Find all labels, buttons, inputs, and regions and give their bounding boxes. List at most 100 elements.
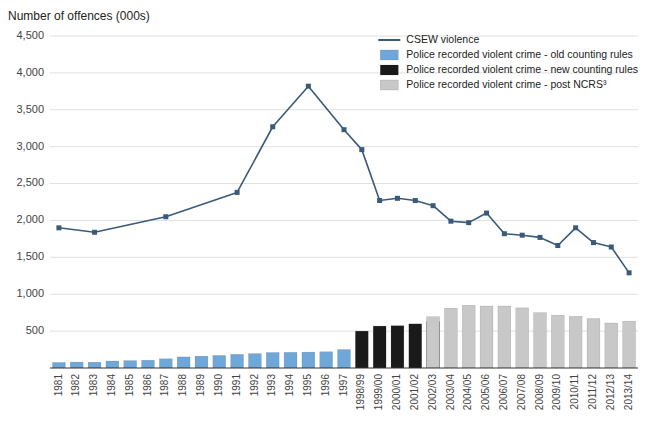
bar [159,359,172,368]
x-tick-label: 2000/01 [391,374,402,411]
x-tick-label: 1998/99 [355,374,366,411]
bar [516,308,529,368]
legend-swatch [380,65,398,75]
x-tick-label: 1986 [142,374,153,397]
marker [235,190,240,195]
y-tick-label: 4,500 [16,29,44,41]
bar [142,360,155,368]
grid-line [50,220,638,221]
x-tick-label: 1999/00 [373,374,384,411]
marker [359,147,364,152]
x-tick-label: 1985 [124,374,135,397]
y-tick-label: 3,000 [16,140,44,152]
marker [377,198,382,203]
marker [538,235,543,240]
x-tick-label: 1987 [159,374,170,397]
x-tick-label: 1983 [88,374,99,397]
line-series [56,84,631,276]
bar [551,315,564,368]
x-tick-label: 2007/08 [516,374,527,411]
y-tick-label: 2,500 [16,176,44,188]
bar [480,306,493,368]
bar [284,352,297,368]
bar [124,361,137,368]
y-tick-label: 1,000 [16,287,44,299]
x-tick-label: 1994 [284,374,295,397]
bar [231,354,244,368]
x-tick-label: 1997 [338,374,349,397]
bar [106,361,119,368]
legend-label: Police recorded violent crime - post NCR… [406,78,607,90]
x-ticks: 1981198219831984198519861987198819891990… [53,374,634,411]
legend-swatch [380,50,398,60]
marker [306,84,311,89]
bar [623,321,636,368]
x-tick-label: 1990 [213,374,224,397]
bar [213,355,226,368]
marker [56,225,61,230]
grid [50,36,638,331]
bar-series [52,350,350,368]
bar [355,331,368,368]
x-tick-label: 2002/03 [427,374,438,411]
legend-swatch [380,80,398,90]
bar [462,305,475,368]
grid-line [50,294,638,295]
marker [466,220,471,225]
legend-swatch [378,39,400,41]
x-tick-label: 2003/04 [445,374,456,411]
x-tick-label: 2011/12 [587,374,598,410]
bar [444,308,457,368]
marker [448,219,453,224]
x-tick-label: 2001/02 [409,374,420,411]
bar [373,326,386,368]
bar [534,313,547,368]
x-tick-label: 2013/14 [623,374,634,411]
x-tick-label: 1993 [266,374,277,397]
x-tick-label: 1988 [177,374,188,397]
bar [320,352,333,368]
bar [338,350,351,368]
bar [195,356,208,368]
grid-line [50,183,638,184]
x-tick-label: 1982 [70,374,81,397]
x-tick-label: 2006/07 [498,374,509,411]
bar [498,306,511,368]
bar [391,326,404,368]
chart: 5001,0001,5002,0002,5003,0003,5004,0004,… [0,0,650,430]
line [59,86,629,273]
bar [569,316,582,368]
marker [627,270,632,275]
bar [302,352,315,368]
x-tick-label: 1991 [231,374,242,397]
marker [342,127,347,132]
y-tick-label: 3,500 [16,103,44,115]
legend: CSEW violencePolice recorded violent cri… [378,33,638,90]
x-tick-label: 2004/05 [462,374,473,411]
x-tick-label: 2010/11 [569,374,580,410]
legend-label: Police recorded violent crime - old coun… [406,48,632,60]
bar [587,319,600,368]
bar [427,317,440,368]
marker [92,230,97,235]
marker [609,245,614,250]
bar [605,323,618,368]
y-tick-label: 1,500 [16,250,44,262]
x-tick-label: 1989 [195,374,206,397]
x-tick-label: 2008/09 [534,374,545,411]
marker [431,203,436,208]
marker [502,231,507,236]
legend-label: Police recorded violent crime - new coun… [406,63,638,75]
x-tick-label: 2009/10 [551,374,562,411]
bar [70,362,83,368]
y-tick-label: 4,000 [16,66,44,78]
x-tick-label: 1996 [320,374,331,397]
grid-line [50,331,638,332]
marker [520,233,525,238]
y-tick-label: 500 [26,324,44,336]
y-ticks: 5001,0001,5002,0002,5003,0003,5004,0004,… [16,29,44,336]
x-tick-label: 1981 [53,374,64,397]
marker [555,243,560,248]
bar-series [427,305,636,368]
x-axis [50,368,638,369]
